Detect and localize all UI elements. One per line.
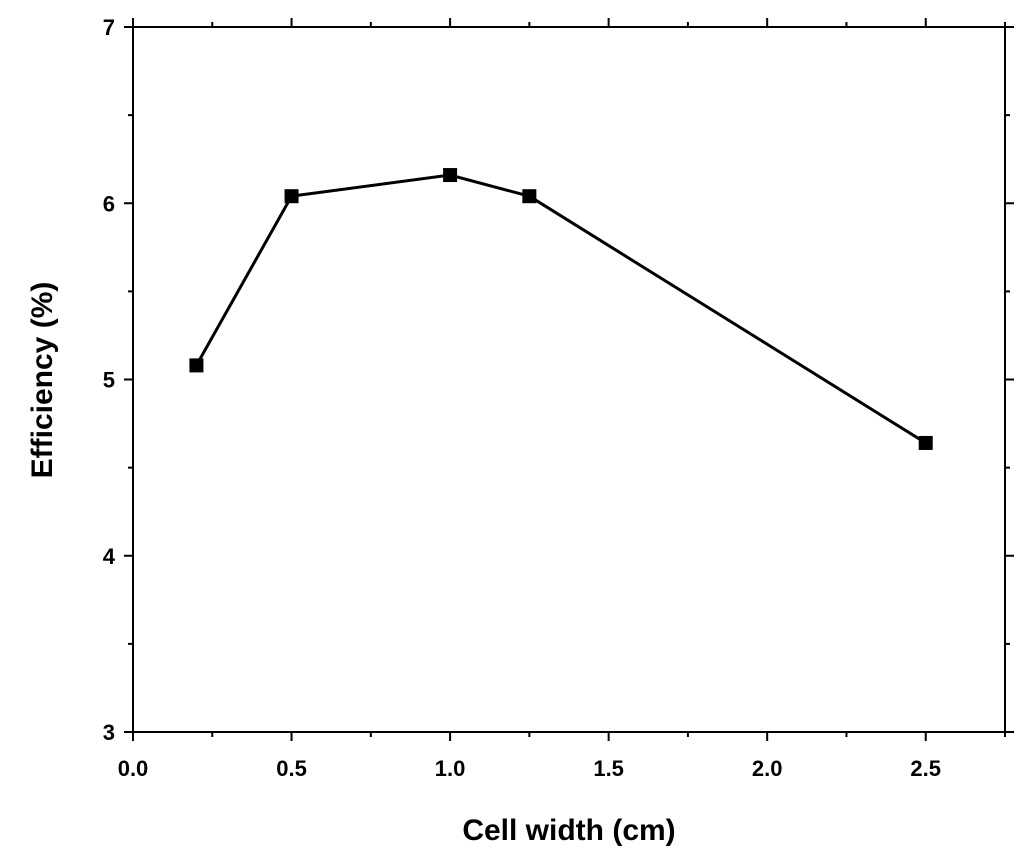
x-tick-label: 1.5: [593, 756, 624, 781]
y-tick-labels: 3 4 5 6 7: [103, 15, 116, 745]
y-tick-label: 4: [103, 544, 116, 569]
data-point-marker: [284, 189, 299, 204]
y-axis-title: Efficiency (%): [26, 282, 59, 479]
series-layer: [189, 168, 933, 450]
y-tick-label: 6: [103, 191, 115, 216]
x-axis-title: Cell width (cm): [462, 814, 675, 847]
data-point-marker: [918, 435, 933, 450]
x-tick-label: 0.0: [118, 756, 149, 781]
series-line: [195, 173, 927, 445]
x-tick-labels: 0.0 0.5 1.0 1.5 2.0 2.5: [118, 756, 941, 781]
y-tick-label: 7: [103, 15, 115, 40]
x-tick-label: 2.0: [752, 756, 783, 781]
x-tick-label: 1.0: [435, 756, 466, 781]
x-tick-label: 0.5: [276, 756, 307, 781]
y-tick-label: 3: [103, 720, 115, 745]
y-tick-label: 5: [103, 368, 115, 393]
data-point-marker: [443, 168, 458, 183]
x-tick-label: 2.5: [910, 756, 941, 781]
data-point-marker: [189, 358, 204, 373]
tick-marks: [124, 18, 1014, 741]
data-point-marker: [522, 189, 537, 204]
plot-frame: [132, 26, 1006, 733]
